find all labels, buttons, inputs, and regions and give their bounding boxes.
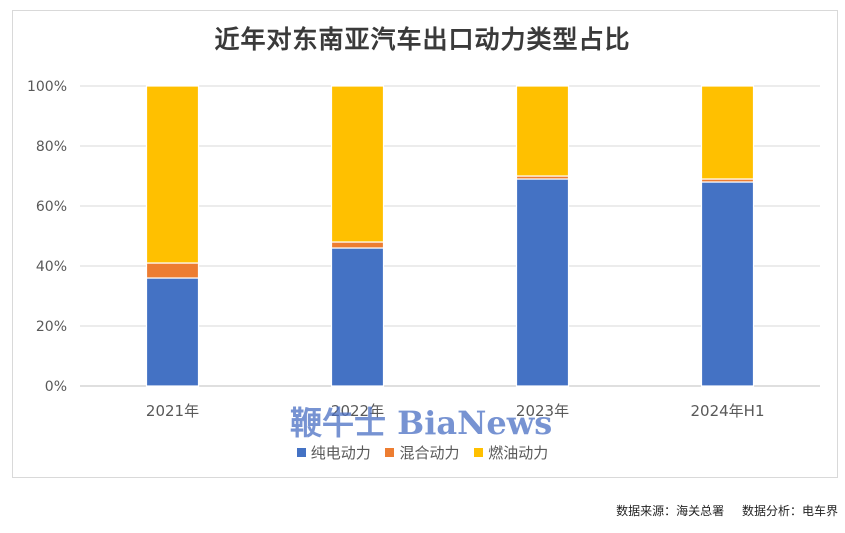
- bar-segment: [330, 85, 385, 243]
- chart-title: 近年对东南亚汽车出口动力类型占比: [214, 25, 631, 54]
- x-tick-label: 2024年H1: [691, 402, 765, 420]
- data-source-note: 数据来源：海关总署: [616, 504, 725, 518]
- legend-label-hybrid: 混合动力: [399, 444, 460, 462]
- legend-swatch-fuel: [474, 448, 484, 457]
- y-tick-label: 80%: [36, 139, 67, 155]
- y-tick-label: 40%: [36, 259, 67, 275]
- gridlines: [80, 85, 820, 387]
- legend-swatch-bev: [296, 448, 306, 457]
- bars: [145, 85, 755, 387]
- x-tick-label: 2023年: [516, 402, 569, 420]
- bar-segment: [515, 178, 570, 387]
- bar-segment: [145, 85, 200, 264]
- legend-label-fuel: 燃油动力: [488, 444, 549, 462]
- legend-label-bev: 纯电动力: [310, 444, 371, 462]
- y-tick-label: 100%: [27, 79, 67, 95]
- watermark-logo: 鞭牛士 BiaNews: [290, 404, 552, 442]
- bar-segment: [330, 247, 385, 387]
- footer-credits: 数据来源：海关总署 数据分析：电车界: [616, 502, 838, 519]
- legend-swatch-hybrid: [385, 448, 395, 457]
- y-tick-label: 0%: [45, 379, 67, 395]
- y-axis-ticks: 0% 20% 40% 60% 80% 100%: [27, 79, 67, 395]
- data-analysis-note: 数据分析：电车界: [741, 504, 838, 518]
- legend-item-hybrid: 混合动力: [385, 442, 460, 463]
- bar-segment: [515, 85, 570, 177]
- y-tick-label: 20%: [36, 319, 67, 335]
- legend-item-fuel: 燃油动力: [474, 442, 548, 463]
- y-tick-label: 60%: [36, 199, 67, 215]
- watermark: 鞭牛士 BiaNews: [290, 400, 570, 444]
- x-axis-ticks: 2021年 2022年 2023年 2024年H1: [146, 402, 765, 420]
- bar-segment: [700, 85, 755, 180]
- x-tick-label: 2022年: [331, 402, 384, 420]
- legend-item-bev: 纯电动力: [296, 442, 371, 463]
- legend: 纯电动力 混合动力 燃油动力: [0, 442, 845, 463]
- bar-segment: [145, 262, 200, 279]
- bar-segment: [145, 277, 200, 387]
- bar-segment: [330, 241, 385, 249]
- x-tick-label: 2021年: [146, 402, 199, 420]
- bar-segment: [700, 181, 755, 387]
